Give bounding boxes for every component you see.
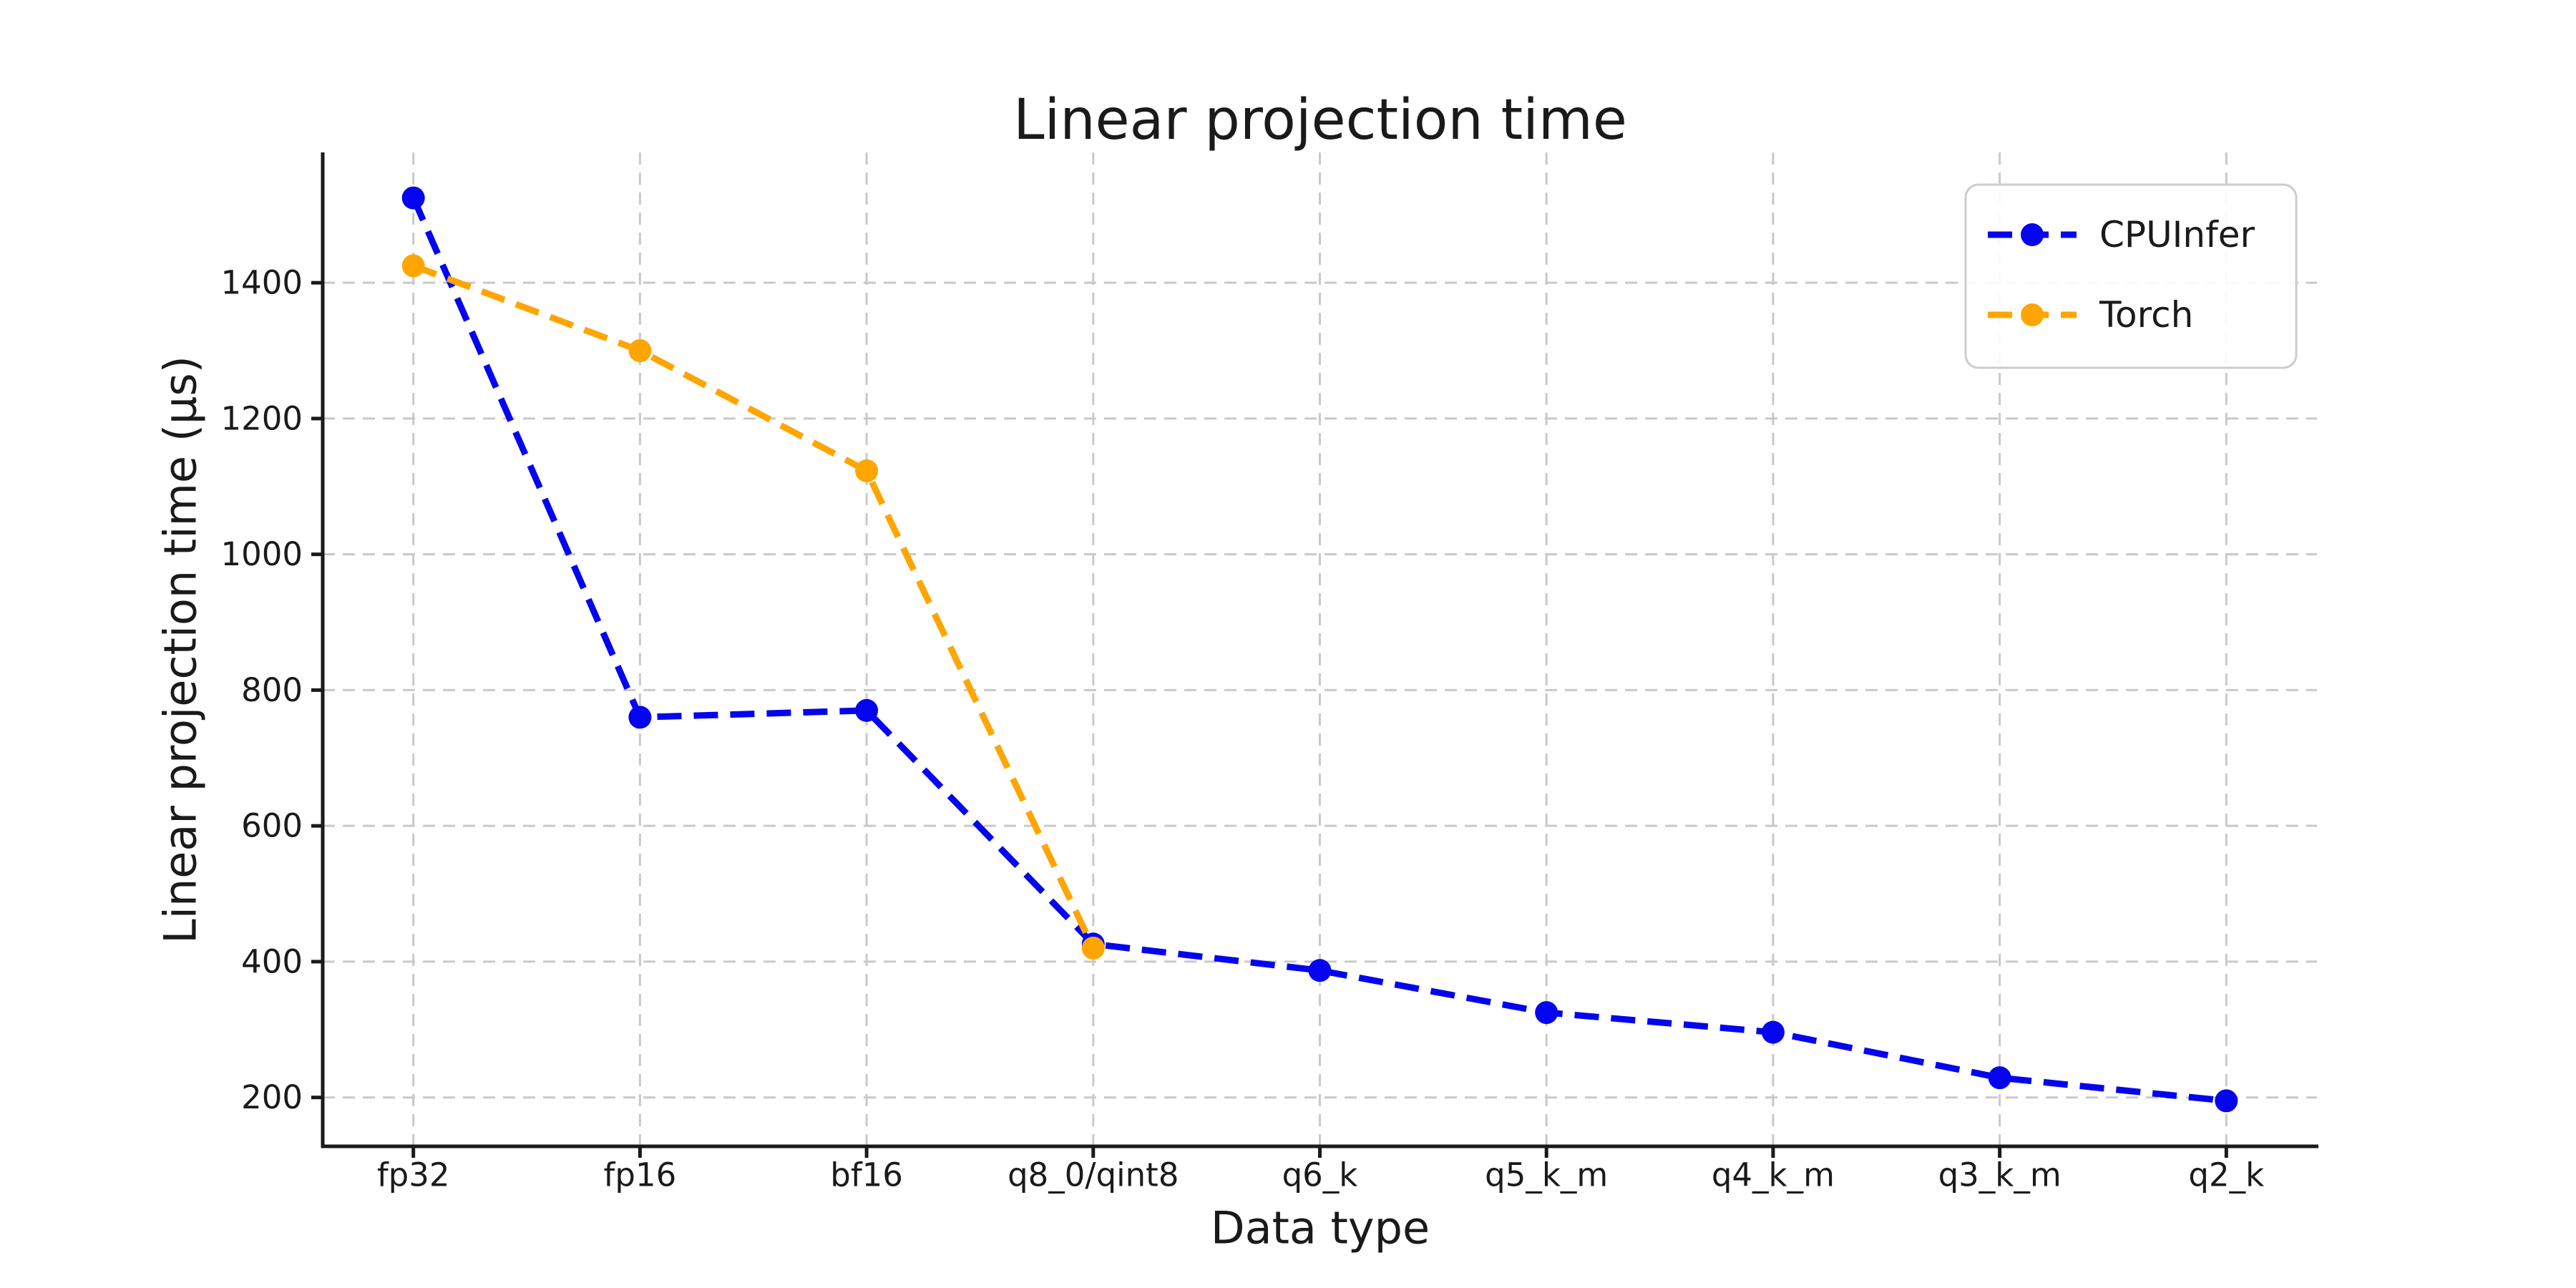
- legend-item: Torch: [1988, 294, 2193, 336]
- x-tick-label: q6_k: [1282, 1156, 1358, 1194]
- y-tick-label: 1200: [220, 399, 303, 437]
- x-axis-label: Data type: [1211, 1202, 1430, 1254]
- data-point: [401, 254, 425, 278]
- y-tick-label: 1000: [220, 535, 303, 573]
- x-tick-label: q5_k_m: [1485, 1156, 1608, 1194]
- data-point: [2215, 1089, 2238, 1113]
- data-point: [1535, 1001, 1558, 1025]
- legend-items: CPUInfer Torch: [1988, 214, 2255, 336]
- series-line: [410, 196, 2227, 1104]
- x-tick-label: fp32: [377, 1156, 450, 1194]
- y-axis-label: Linear projection time (μs): [155, 356, 207, 944]
- data-point: [628, 339, 652, 363]
- y-tick-label: 1400: [220, 264, 303, 302]
- data-point: [855, 698, 879, 722]
- tick-labels: fp32 fp16 bf16 q8_0/qint8 q6_k q5_k_m q4_k_m q3…: [220, 264, 2264, 1194]
- series-CPUInfer: [401, 186, 2238, 1113]
- x-tick-label: bf16: [830, 1156, 903, 1194]
- chart-title: Linear projection time: [1013, 88, 1627, 152]
- data-point: [401, 186, 425, 210]
- data-point: [1081, 936, 1105, 960]
- x-tick-label: fp16: [604, 1156, 677, 1194]
- data-point: [1761, 1020, 1785, 1044]
- y-tick-label: 600: [241, 807, 303, 845]
- series-Torch: [401, 254, 1105, 960]
- x-tick-label: q8_0/qint8: [1008, 1156, 1179, 1194]
- series-line: [412, 263, 1096, 950]
- legend-marker: [2021, 223, 2044, 246]
- data-point: [1308, 959, 1332, 982]
- tick-marks: [311, 280, 2228, 1158]
- legend: CPUInfer Torch: [1964, 183, 2298, 369]
- data-point: [628, 706, 652, 729]
- x-tick-label: q2_k: [2188, 1156, 2264, 1194]
- x-tick-label: q3_k_m: [1938, 1156, 2062, 1194]
- axes: fp32 fp16 bf16 q8_0/qint8 q6_k q5_k_m q4_k_m q3…: [220, 152, 2318, 1194]
- y-tick-label: 800: [241, 671, 303, 709]
- legend-label: Torch: [2099, 294, 2193, 336]
- legend-item: CPUInfer: [1988, 214, 2255, 255]
- data-point: [1988, 1066, 2011, 1090]
- legend-marker: [2021, 303, 2044, 326]
- x-tick-label: q4_k_m: [1712, 1156, 1835, 1194]
- legend-label: CPUInfer: [2099, 214, 2255, 255]
- y-tick-label: 200: [241, 1078, 303, 1116]
- series-lines: [401, 186, 2238, 1113]
- legend-box: [1964, 183, 2298, 369]
- y-tick-label: 400: [241, 942, 303, 980]
- data-point: [855, 459, 879, 482]
